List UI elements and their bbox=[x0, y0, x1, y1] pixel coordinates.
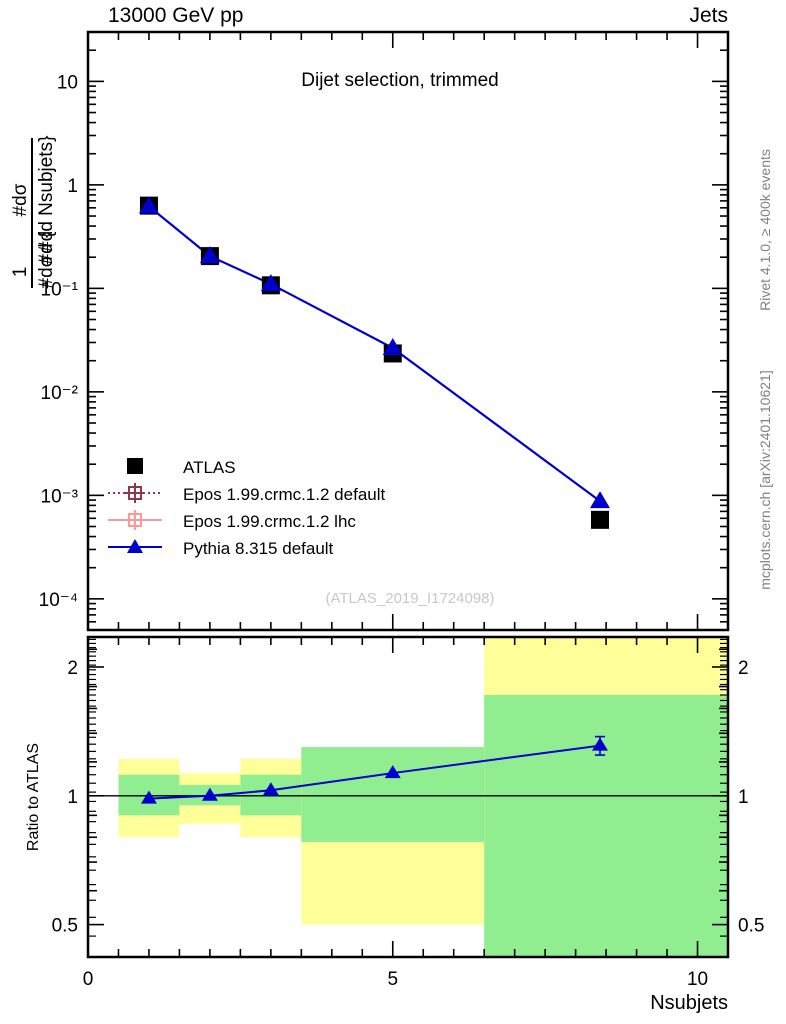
main-y-axis-title-inner: #dσ #d {d Nsubjets} bbox=[10, 136, 57, 265]
y-axis-prefix-numerator: 1 bbox=[10, 267, 31, 278]
x-tick-label: 0 bbox=[83, 969, 94, 990]
y-axis-prefix-denominator: #dσ bbox=[36, 255, 57, 288]
main-y-tick-label: 10⁻⁴ bbox=[39, 590, 78, 611]
legend-entry[interactable]: Epos 1.99.crmc.1.2 lhc bbox=[108, 510, 356, 531]
main-pythia-marker-triangle bbox=[199, 246, 220, 264]
ratio-y-tick-label-right: 1 bbox=[738, 787, 749, 808]
y-axis-prefix-hash: #d bbox=[36, 231, 57, 252]
ratio-data-point bbox=[201, 787, 218, 801]
ratio-y-tick-label-left: 2 bbox=[67, 658, 78, 679]
main-plot-title: Dijet selection, trimmed bbox=[301, 70, 498, 91]
ratio-band-inner bbox=[484, 694, 728, 957]
legend-label: Pythia 8.315 default bbox=[183, 539, 334, 558]
ratio-data-point bbox=[592, 735, 608, 756]
header-process-label: Jets bbox=[689, 4, 728, 27]
ratio-y-axis-title: Ratio to ATLAS bbox=[25, 743, 42, 851]
legend: ATLAS Epos 1.99.crmc.1.2 default Epos 1.99… bbox=[108, 458, 386, 558]
ratio-data-point bbox=[140, 790, 157, 804]
ratio-y-axis-ticks bbox=[88, 638, 728, 958]
ratio-band-inner bbox=[301, 747, 485, 842]
ratio-marker-triangle bbox=[592, 737, 608, 751]
main-panel-frame bbox=[86, 30, 730, 632]
ratio-panel-frame bbox=[86, 635, 730, 959]
ratio-data-point bbox=[384, 765, 401, 779]
main-y-axis-prefix: 1 #dσ #d bbox=[10, 231, 57, 289]
main-atlas-marker-square bbox=[591, 510, 609, 529]
ratio-y-tick-label-left: 1 bbox=[67, 787, 78, 808]
ratio-marker-triangle bbox=[262, 782, 279, 796]
main-pythia-marker-triangle bbox=[138, 196, 159, 214]
legend-entry[interactable]: Pythia 8.315 default bbox=[108, 539, 334, 558]
legend-label: Epos 1.99.crmc.1.2 lhc bbox=[183, 512, 356, 531]
ratio-marker-triangle bbox=[384, 765, 401, 779]
main-y-tick-label: 10 bbox=[57, 72, 78, 93]
legend-entry[interactable]: ATLAS bbox=[127, 458, 236, 477]
x-axis-title: Nsubjets bbox=[650, 992, 728, 1014]
y-axis-denominator: #d {d Nsubjets} bbox=[36, 136, 57, 265]
ratio-data-point bbox=[262, 782, 279, 796]
sidebar-source-link: mcplots.cern.ch [arXiv:2401.10621] bbox=[757, 370, 773, 589]
main-pythia-marker-triangle bbox=[590, 491, 610, 509]
y-axis-numerator: #dσ bbox=[10, 183, 31, 216]
ratio-y-tick-label-right: 2 bbox=[738, 658, 749, 679]
main-y-tick-label: 1 bbox=[67, 176, 78, 197]
header-beam-label: 13000 GeV pp bbox=[108, 4, 243, 27]
main-y-axis-ticks bbox=[88, 31, 728, 631]
legend-label: ATLAS bbox=[183, 458, 236, 477]
legend-marker-triangle bbox=[127, 539, 143, 553]
x-tick-label: 5 bbox=[387, 969, 398, 990]
x-tick-label: 10 bbox=[687, 969, 708, 990]
main-pythia-marker-triangle bbox=[382, 338, 403, 356]
main-y-tick-label: 10⁻² bbox=[41, 383, 79, 404]
ratio-marker-triangle bbox=[140, 790, 157, 804]
main-x-axis-ticks bbox=[87, 32, 729, 630]
sidebar-rivet-version: Rivet 4.1.0, ≥ 400k events bbox=[757, 149, 773, 311]
ratio-uncertainty-bands bbox=[118, 637, 728, 957]
legend-marker-square bbox=[127, 458, 143, 474]
ratio-marker-triangle bbox=[201, 787, 218, 801]
main-y-tick-label: 10⁻¹ bbox=[41, 279, 79, 300]
ratio-x-axis-ticks bbox=[87, 637, 729, 957]
main-y-axis-title: #dσ #d {d Nsubjets}1 #dσ#d bbox=[10, 136, 57, 289]
ratio-y-tick-label-left: 0.5 bbox=[52, 916, 78, 937]
legend-entry[interactable]: Epos 1.99.crmc.1.2 default bbox=[108, 483, 386, 504]
analysis-id-watermark: (ATLAS_2019_I1724098) bbox=[325, 590, 494, 607]
main-pythia-marker-triangle bbox=[260, 274, 281, 292]
legend-label: Epos 1.99.crmc.1.2 default bbox=[183, 485, 386, 504]
main-y-tick-label: 10⁻³ bbox=[41, 486, 79, 507]
ratio-y-tick-label-right: 0.5 bbox=[738, 916, 764, 937]
